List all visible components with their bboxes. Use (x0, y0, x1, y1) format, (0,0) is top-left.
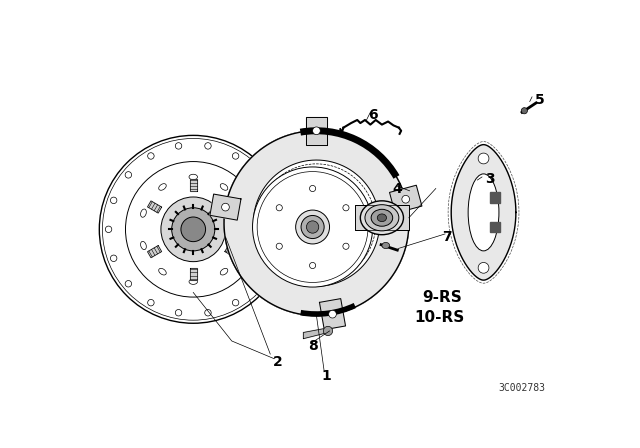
Ellipse shape (125, 172, 132, 178)
Ellipse shape (189, 174, 198, 180)
Ellipse shape (275, 226, 281, 233)
Ellipse shape (205, 310, 211, 316)
Ellipse shape (310, 185, 316, 192)
Polygon shape (303, 328, 328, 339)
Ellipse shape (269, 255, 276, 262)
Ellipse shape (402, 195, 410, 203)
Ellipse shape (221, 203, 229, 211)
Ellipse shape (269, 197, 276, 203)
Ellipse shape (125, 280, 132, 287)
Ellipse shape (220, 268, 228, 275)
Polygon shape (390, 185, 422, 213)
Ellipse shape (253, 167, 372, 287)
FancyBboxPatch shape (355, 206, 409, 230)
Polygon shape (210, 194, 241, 220)
Ellipse shape (521, 108, 527, 114)
Ellipse shape (323, 326, 333, 336)
Ellipse shape (240, 209, 246, 217)
Ellipse shape (329, 310, 337, 318)
Ellipse shape (220, 184, 228, 190)
Polygon shape (224, 131, 409, 315)
Ellipse shape (141, 209, 147, 217)
Text: 6: 6 (368, 108, 378, 122)
Ellipse shape (159, 268, 166, 275)
Ellipse shape (106, 226, 112, 233)
Ellipse shape (255, 172, 261, 178)
Text: 5: 5 (535, 93, 545, 107)
Polygon shape (190, 178, 196, 191)
Ellipse shape (161, 197, 225, 262)
Ellipse shape (159, 184, 166, 190)
Polygon shape (490, 222, 500, 233)
Ellipse shape (175, 310, 182, 316)
Text: 10-RS: 10-RS (415, 310, 465, 325)
Text: 1: 1 (321, 369, 332, 383)
Ellipse shape (148, 153, 154, 159)
Polygon shape (451, 145, 516, 280)
Ellipse shape (232, 299, 239, 306)
Text: 8: 8 (308, 340, 317, 353)
Ellipse shape (205, 142, 211, 149)
Ellipse shape (371, 209, 393, 226)
Ellipse shape (255, 280, 261, 287)
Polygon shape (190, 268, 196, 280)
Ellipse shape (189, 279, 198, 284)
Text: 3: 3 (485, 172, 495, 186)
Ellipse shape (310, 263, 316, 269)
Ellipse shape (378, 214, 387, 222)
Ellipse shape (478, 153, 489, 164)
Polygon shape (225, 201, 239, 213)
Ellipse shape (382, 242, 390, 249)
Ellipse shape (181, 217, 205, 241)
Ellipse shape (343, 205, 349, 211)
Ellipse shape (296, 210, 330, 244)
Text: 4: 4 (392, 182, 402, 196)
Ellipse shape (312, 127, 320, 134)
Ellipse shape (224, 131, 409, 315)
Polygon shape (319, 299, 346, 330)
Ellipse shape (232, 153, 239, 159)
Text: 7: 7 (442, 230, 452, 244)
Ellipse shape (360, 201, 403, 235)
Ellipse shape (148, 299, 154, 306)
Polygon shape (147, 246, 162, 258)
Text: 2: 2 (273, 355, 283, 369)
Polygon shape (306, 117, 327, 145)
Polygon shape (225, 246, 239, 258)
Polygon shape (147, 201, 162, 213)
Ellipse shape (307, 221, 319, 233)
Ellipse shape (301, 215, 324, 238)
Ellipse shape (343, 243, 349, 250)
Polygon shape (490, 192, 500, 203)
Ellipse shape (478, 263, 489, 273)
Ellipse shape (99, 135, 287, 323)
Ellipse shape (141, 241, 147, 250)
Ellipse shape (468, 174, 499, 251)
Text: 9-RS: 9-RS (422, 289, 462, 305)
Ellipse shape (111, 255, 117, 262)
Ellipse shape (111, 197, 117, 203)
Ellipse shape (276, 205, 282, 211)
Ellipse shape (175, 142, 182, 149)
Ellipse shape (365, 205, 399, 231)
Ellipse shape (172, 208, 215, 251)
Ellipse shape (240, 241, 246, 250)
Text: 3C002783: 3C002783 (499, 383, 545, 392)
Ellipse shape (276, 243, 282, 250)
